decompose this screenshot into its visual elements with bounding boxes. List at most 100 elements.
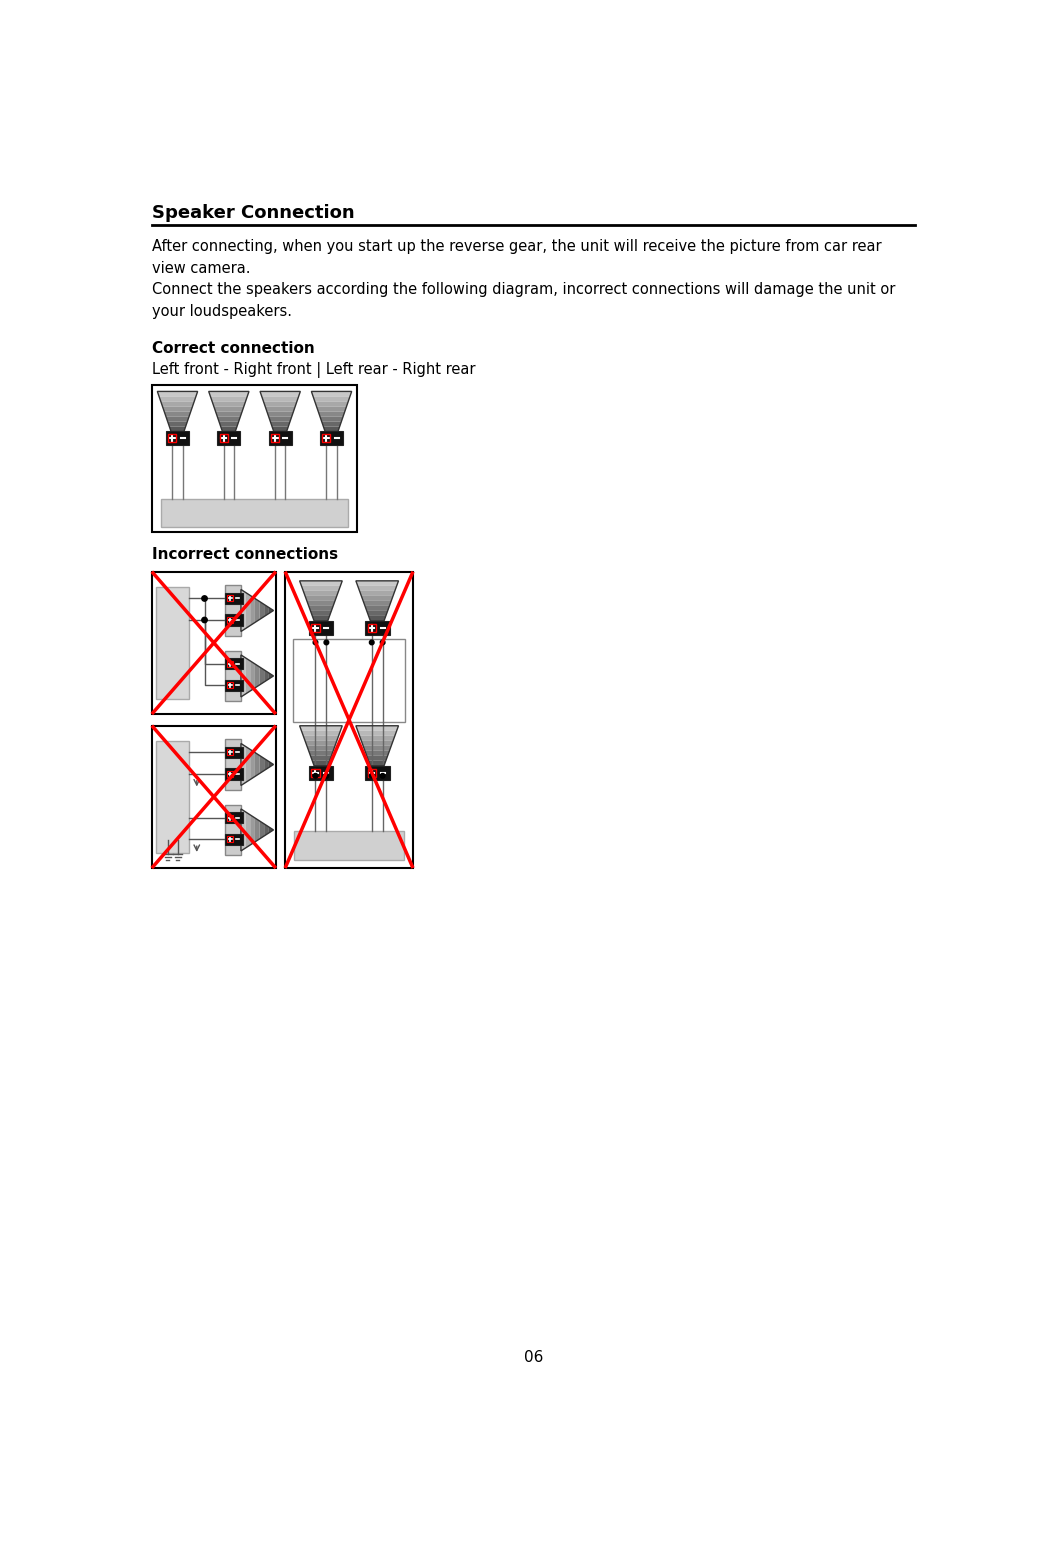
Polygon shape <box>305 596 337 600</box>
Bar <box>271 434 279 443</box>
Bar <box>152 726 276 868</box>
Bar <box>156 742 189 852</box>
Polygon shape <box>313 397 350 401</box>
Polygon shape <box>164 412 191 417</box>
Polygon shape <box>213 406 244 412</box>
Polygon shape <box>361 596 393 600</box>
Polygon shape <box>324 426 339 431</box>
Bar <box>226 586 240 636</box>
Polygon shape <box>250 815 255 844</box>
Text: After connecting, when you start up the reverse gear, the unit will receive the : After connecting, when you start up the … <box>152 239 895 319</box>
Polygon shape <box>160 401 195 406</box>
Polygon shape <box>240 655 246 697</box>
Bar <box>269 431 291 445</box>
Text: Incorrect connections: Incorrect connections <box>152 547 338 561</box>
Polygon shape <box>162 406 193 412</box>
Polygon shape <box>246 658 250 694</box>
Polygon shape <box>255 753 259 776</box>
Bar <box>226 812 243 824</box>
Polygon shape <box>359 591 395 596</box>
Bar <box>227 661 233 667</box>
Bar <box>226 768 243 779</box>
Text: Left front - Right front | Left rear - Right rear: Left front - Right front | Left rear - R… <box>152 362 476 378</box>
Circle shape <box>380 641 385 645</box>
Bar <box>227 750 233 756</box>
Polygon shape <box>312 760 330 765</box>
Polygon shape <box>240 809 246 851</box>
Bar <box>227 617 233 624</box>
Polygon shape <box>259 756 264 773</box>
Bar <box>226 805 240 855</box>
Polygon shape <box>219 421 238 426</box>
Polygon shape <box>310 611 331 616</box>
Bar <box>323 434 330 443</box>
Polygon shape <box>269 608 274 614</box>
Circle shape <box>313 641 318 645</box>
Circle shape <box>202 596 207 602</box>
Bar <box>226 680 243 690</box>
Polygon shape <box>259 821 264 840</box>
Polygon shape <box>168 421 187 426</box>
Circle shape <box>324 641 329 645</box>
Polygon shape <box>358 586 397 591</box>
Polygon shape <box>264 670 269 683</box>
Bar <box>227 771 233 778</box>
Bar <box>293 639 405 722</box>
Polygon shape <box>255 664 259 687</box>
Polygon shape <box>166 417 189 421</box>
Polygon shape <box>312 616 330 620</box>
Polygon shape <box>159 397 196 401</box>
Bar <box>161 499 348 527</box>
Polygon shape <box>363 600 391 606</box>
Polygon shape <box>272 426 288 431</box>
Polygon shape <box>264 824 269 837</box>
Text: Speaker Connection: Speaker Connection <box>152 204 354 221</box>
Polygon shape <box>302 586 340 591</box>
Polygon shape <box>300 726 342 731</box>
Circle shape <box>370 641 374 645</box>
Polygon shape <box>210 397 248 401</box>
Polygon shape <box>307 746 335 751</box>
Polygon shape <box>320 417 344 421</box>
Polygon shape <box>215 412 243 417</box>
Polygon shape <box>264 759 269 770</box>
Polygon shape <box>266 412 294 417</box>
Bar <box>367 624 376 631</box>
Polygon shape <box>260 392 301 397</box>
Polygon shape <box>311 392 352 397</box>
Polygon shape <box>303 591 338 596</box>
Polygon shape <box>309 751 333 756</box>
Bar <box>367 768 376 778</box>
Polygon shape <box>269 673 274 680</box>
Bar <box>226 614 243 625</box>
Polygon shape <box>366 756 387 760</box>
Polygon shape <box>316 406 347 412</box>
Circle shape <box>313 773 318 778</box>
Polygon shape <box>170 426 185 431</box>
Polygon shape <box>356 582 399 586</box>
Polygon shape <box>309 606 333 611</box>
Circle shape <box>324 773 329 778</box>
Polygon shape <box>218 417 240 421</box>
Polygon shape <box>246 746 250 782</box>
Polygon shape <box>265 406 296 412</box>
Polygon shape <box>221 426 237 431</box>
Bar <box>169 434 177 443</box>
Polygon shape <box>250 750 255 779</box>
Polygon shape <box>369 760 386 765</box>
Polygon shape <box>157 392 198 397</box>
Circle shape <box>380 773 385 778</box>
Bar <box>320 431 344 445</box>
Polygon shape <box>246 592 250 628</box>
Polygon shape <box>255 818 259 841</box>
Polygon shape <box>369 616 386 620</box>
Polygon shape <box>250 596 255 625</box>
Polygon shape <box>246 812 250 847</box>
Polygon shape <box>305 740 337 746</box>
Circle shape <box>202 617 207 622</box>
Polygon shape <box>303 736 338 740</box>
Polygon shape <box>250 661 255 690</box>
Bar <box>308 620 333 634</box>
Polygon shape <box>310 756 331 760</box>
Bar <box>295 830 404 860</box>
